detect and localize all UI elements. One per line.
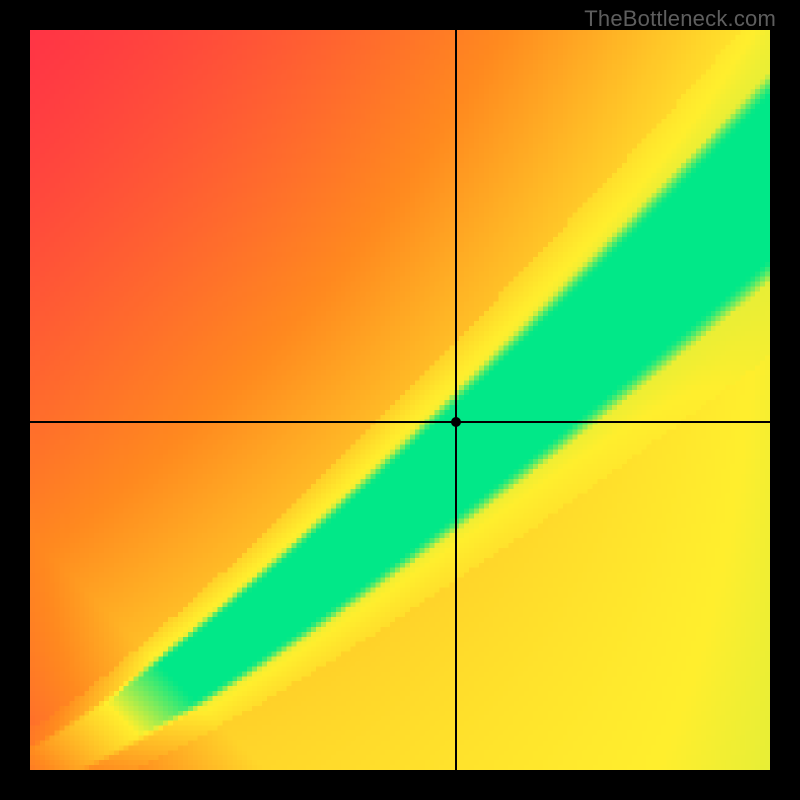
crosshair-horizontal [30, 421, 770, 423]
heatmap-canvas [30, 30, 770, 770]
watermark-text: TheBottleneck.com [584, 6, 776, 32]
plot-area [30, 30, 770, 770]
crosshair-vertical [455, 30, 457, 770]
chart-container: TheBottleneck.com [0, 0, 800, 800]
marker-dot [451, 417, 461, 427]
